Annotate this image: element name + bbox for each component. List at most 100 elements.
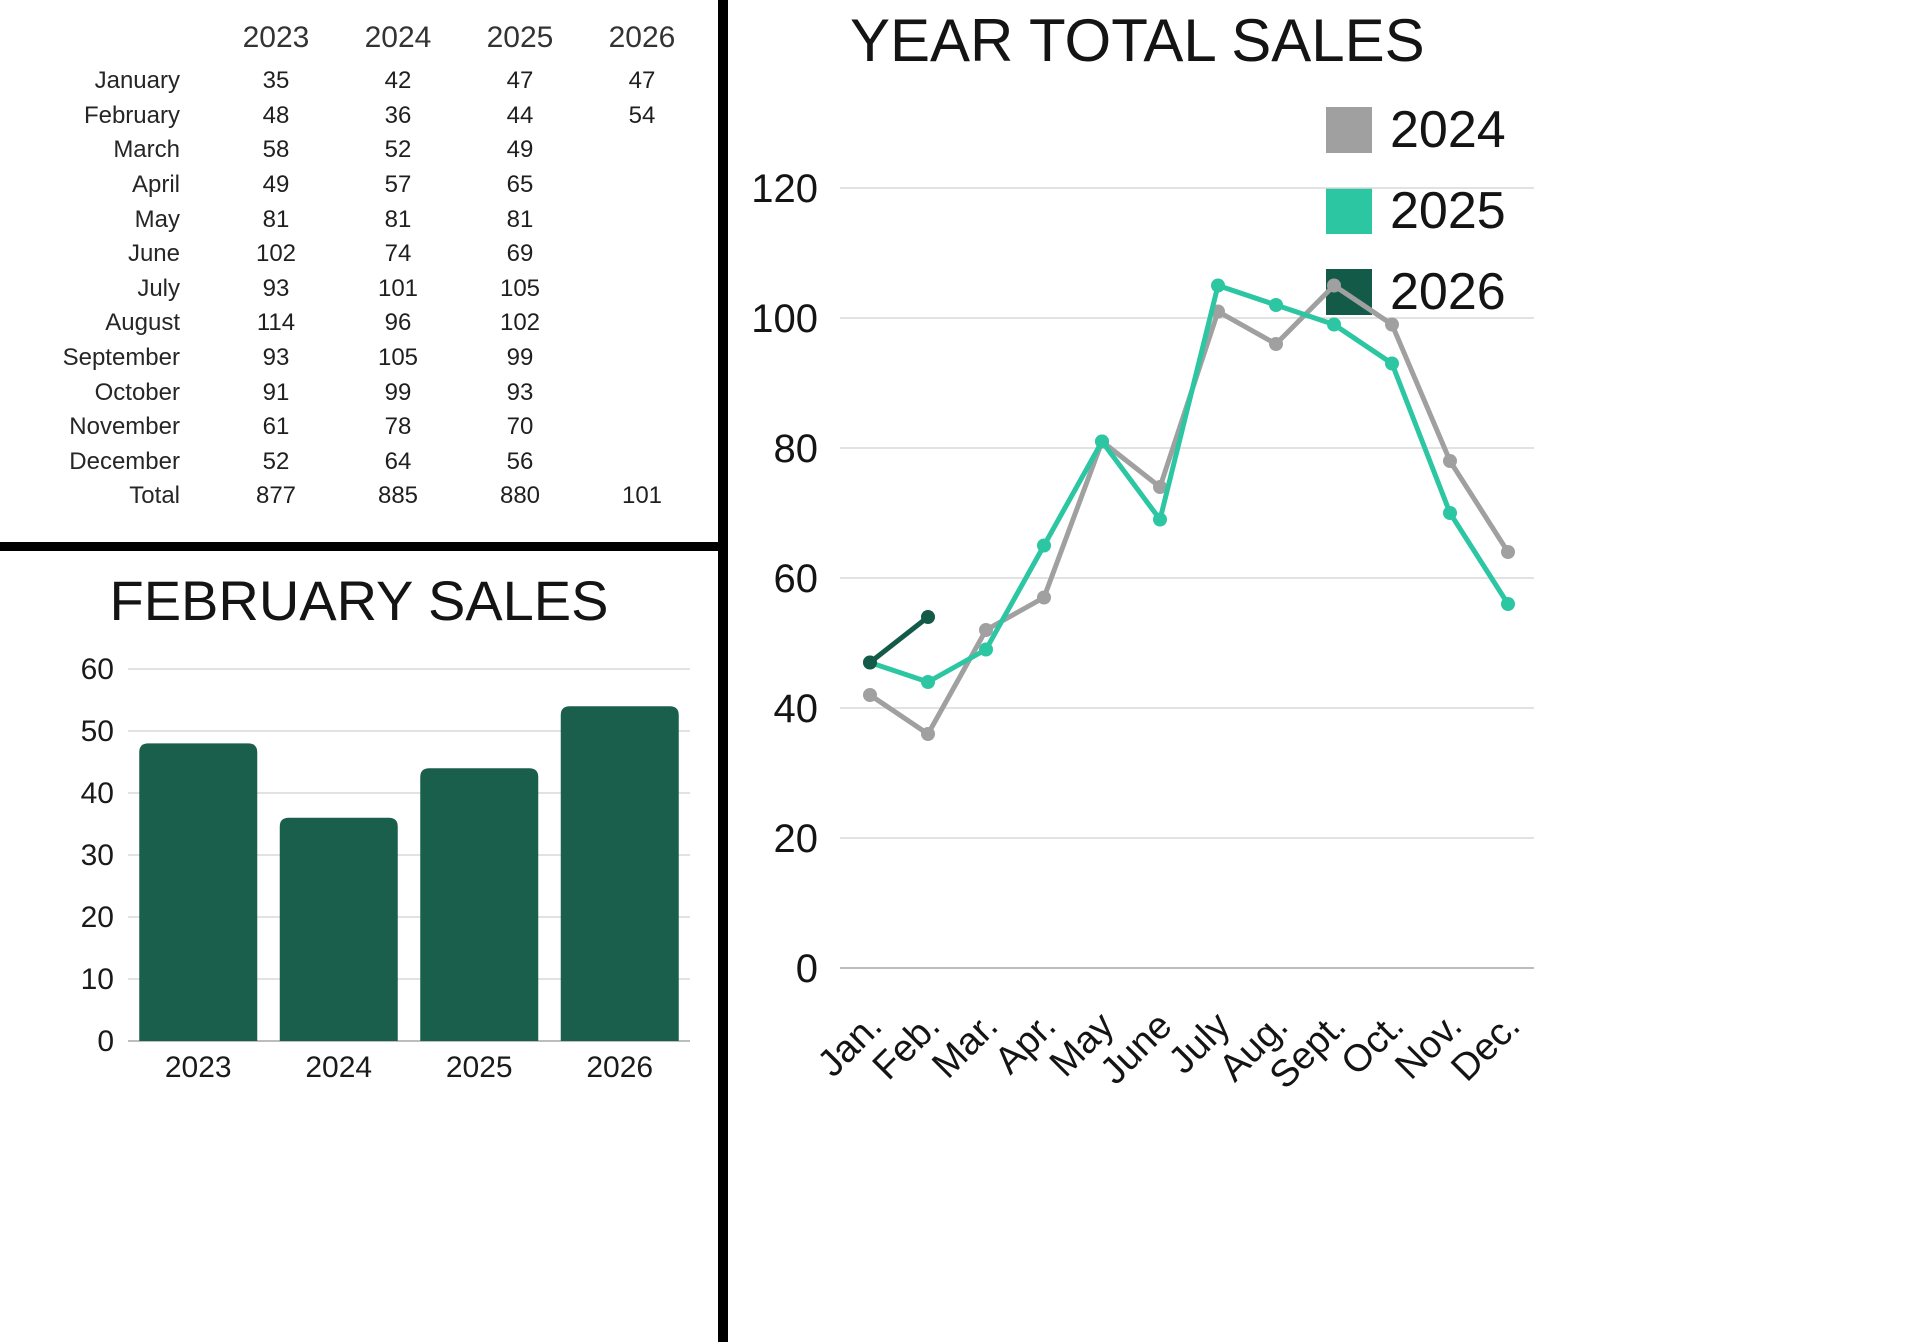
legend-label: 2024 bbox=[1390, 101, 1506, 159]
value-cell: 101 bbox=[621, 482, 663, 510]
svg-text:2026: 2026 bbox=[586, 1051, 653, 1084]
value-cell: 78 bbox=[384, 413, 412, 441]
year-chart-title: YEAR TOTAL SALES bbox=[850, 7, 1425, 74]
svg-text:20: 20 bbox=[774, 817, 819, 861]
svg-text:2024: 2024 bbox=[305, 1051, 372, 1084]
svg-text:10: 10 bbox=[81, 963, 114, 996]
value-cell: 101 bbox=[377, 274, 419, 302]
sales-table: 2023 2024 2025 2026 January 35 42 47 47 February… bbox=[0, 12, 718, 514]
legend-swatch-2025 bbox=[1326, 188, 1372, 234]
value-cell: 44 bbox=[506, 101, 534, 129]
value-cell: 52 bbox=[262, 447, 290, 475]
value-cell: 114 bbox=[256, 309, 296, 337]
table-header-row: 2023 2024 2025 2026 bbox=[0, 12, 718, 64]
value-cell: 61 bbox=[262, 413, 290, 441]
month-label: March bbox=[113, 136, 180, 164]
value-cell: 99 bbox=[384, 378, 412, 406]
month-label: September bbox=[62, 344, 180, 372]
month-label: Total bbox=[129, 482, 180, 510]
year-header: 2024 bbox=[364, 21, 432, 54]
month-label: January bbox=[94, 67, 180, 95]
svg-text:100: 100 bbox=[751, 297, 818, 341]
month-label: May bbox=[134, 205, 180, 233]
value-cell: 42 bbox=[384, 67, 412, 95]
svg-text:30: 30 bbox=[81, 839, 114, 872]
value-cell: 54 bbox=[628, 101, 656, 129]
value-cell: 99 bbox=[506, 344, 534, 372]
value-cell: 93 bbox=[262, 344, 290, 372]
table-row: December 52 64 56 bbox=[0, 445, 718, 480]
year-header: 2023 bbox=[242, 21, 310, 54]
table-row: Total 877 885 880 101 bbox=[0, 479, 718, 514]
svg-text:0: 0 bbox=[97, 1025, 114, 1058]
table-row: November 61 78 70 bbox=[0, 410, 718, 445]
year-line-chart: 020406080100120Jan.Feb.Mar.Apr.MayJuneJu… bbox=[751, 167, 1534, 1097]
value-cell: 47 bbox=[506, 67, 534, 95]
monthly-sales-table-panel: 2023 2024 2025 2026 January 35 42 47 47 February… bbox=[0, 0, 718, 542]
month-label: February bbox=[83, 101, 180, 129]
value-cell: 56 bbox=[506, 447, 534, 475]
value-cell: 69 bbox=[506, 240, 534, 268]
value-cell: 105 bbox=[499, 274, 541, 302]
month-label: August bbox=[105, 309, 180, 337]
svg-text:50: 50 bbox=[81, 715, 114, 748]
legend-label: 2026 bbox=[1390, 263, 1506, 321]
value-cell: 91 bbox=[262, 378, 290, 406]
svg-text:40: 40 bbox=[774, 687, 819, 731]
value-cell: 35 bbox=[262, 67, 290, 95]
table-row: February 48 36 44 54 bbox=[0, 99, 718, 134]
table-row: July 93 101 105 bbox=[0, 272, 718, 307]
table-row: August 114 96 102 bbox=[0, 306, 718, 341]
value-cell: 81 bbox=[506, 205, 534, 233]
table-row: March 58 52 49 bbox=[0, 133, 718, 168]
year-total-sales-panel: YEAR TOTAL SALES 2024 2025 2026 0 20 40 60 80 1… bbox=[728, 0, 1920, 1342]
value-cell: 102 bbox=[499, 309, 541, 337]
value-cell: 70 bbox=[506, 413, 534, 441]
svg-text:0: 0 bbox=[796, 947, 818, 991]
svg-text:40: 40 bbox=[81, 777, 114, 810]
value-cell: 74 bbox=[384, 240, 412, 268]
table-row: June 102 74 69 bbox=[0, 237, 718, 272]
value-cell: 93 bbox=[262, 274, 290, 302]
value-cell: 36 bbox=[384, 101, 412, 129]
table-row: January 35 42 47 47 bbox=[0, 64, 718, 99]
value-cell: 880 bbox=[499, 482, 541, 510]
vertical-divider bbox=[718, 0, 728, 1342]
february-sales-panel: FEBRUARY SALES 0 10 20 30 40 50 60 2023 2024 2025… bbox=[0, 551, 718, 1342]
svg-text:60: 60 bbox=[81, 653, 114, 686]
legend-item: 2025 bbox=[1326, 181, 1506, 241]
value-cell: 49 bbox=[262, 171, 290, 199]
value-cell: 877 bbox=[255, 482, 297, 510]
value-cell: 57 bbox=[384, 171, 412, 199]
legend-item: 2024 bbox=[1326, 100, 1506, 160]
left-column: 2023 2024 2025 2026 January 35 42 47 47 February… bbox=[0, 0, 718, 1342]
month-label: October bbox=[94, 378, 180, 406]
svg-text:60: 60 bbox=[774, 557, 819, 601]
value-cell: 48 bbox=[262, 101, 290, 129]
value-cell: 47 bbox=[628, 67, 656, 95]
value-cell: 65 bbox=[506, 171, 534, 199]
value-cell: 81 bbox=[384, 205, 412, 233]
month-label: July bbox=[137, 274, 180, 302]
svg-text:2023: 2023 bbox=[165, 1051, 232, 1084]
legend-swatch-2024 bbox=[1326, 107, 1372, 153]
value-cell: 58 bbox=[262, 136, 290, 164]
month-label: November bbox=[69, 413, 180, 441]
svg-text:2025: 2025 bbox=[446, 1051, 513, 1084]
value-cell: 49 bbox=[506, 136, 534, 164]
february-bar-chart: 0 10 20 30 40 50 60 2023 2024 2025 2026 bbox=[81, 653, 690, 1084]
year-chart-legend: 2024 2025 2026 bbox=[1326, 100, 1506, 322]
value-cell: 93 bbox=[506, 378, 534, 406]
year-header: 2025 bbox=[486, 21, 554, 54]
value-cell: 81 bbox=[262, 205, 290, 233]
table-row: October 91 99 93 bbox=[0, 375, 718, 410]
svg-text:Dec.: Dec. bbox=[1443, 1005, 1528, 1090]
svg-text:20: 20 bbox=[81, 901, 114, 934]
horizontal-divider bbox=[0, 542, 718, 551]
value-cell: 105 bbox=[377, 344, 419, 372]
svg-text:80: 80 bbox=[774, 427, 819, 471]
value-cell: 96 bbox=[384, 309, 412, 337]
svg-text:120: 120 bbox=[751, 167, 818, 211]
table-row: April 49 57 65 bbox=[0, 168, 718, 203]
